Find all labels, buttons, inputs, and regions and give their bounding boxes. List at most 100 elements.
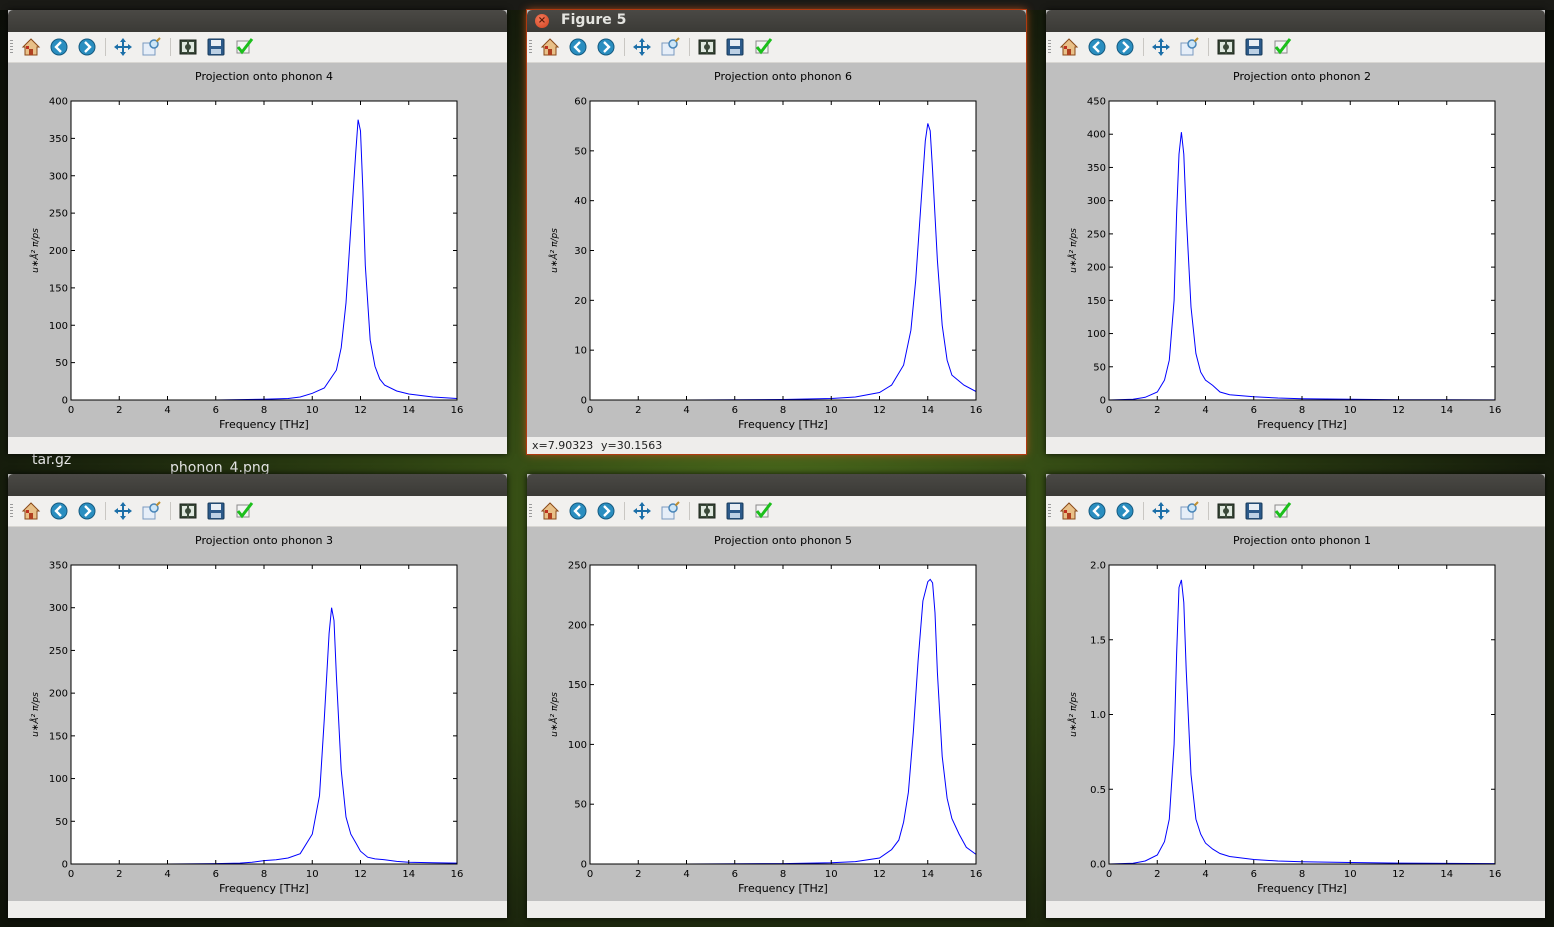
- plot-area[interactable]: [71, 101, 457, 400]
- chart-figure[interactable]: Projection onto phonon 3 0 2 4 6 8 10 12 14 16 0 50…: [8, 527, 507, 901]
- plot-area[interactable]: [71, 565, 457, 864]
- x-tick-label: 10: [306, 405, 319, 416]
- toolbar-grip[interactable]: [529, 40, 532, 54]
- configure-subplots-icon[interactable]: [178, 501, 198, 521]
- figure-canvas[interactable]: Projection onto phonon 4 0 2 4 6 8 10 12 14 16 0 50…: [8, 63, 507, 437]
- edit-icon[interactable]: [234, 37, 254, 57]
- pan-icon[interactable]: [632, 501, 652, 521]
- configure-subplots-icon[interactable]: [697, 501, 717, 521]
- zoom-icon[interactable]: [1179, 37, 1199, 57]
- x-axis-label: Frequency [THz]: [219, 882, 309, 895]
- toolbar-separator: [1208, 38, 1209, 56]
- zoom-icon[interactable]: [141, 501, 161, 521]
- x-axis-label: Frequency [THz]: [219, 418, 309, 431]
- edit-icon[interactable]: [753, 37, 773, 57]
- figure-canvas[interactable]: Projection onto phonon 2 0 2 4 6 8 10 12 14 16 0 50…: [1046, 63, 1545, 437]
- chart-figure[interactable]: Projection onto phonon 4 0 2 4 6 8 10 12 14 16 0 50…: [8, 63, 507, 437]
- pan-icon[interactable]: [1151, 37, 1171, 57]
- forward-icon[interactable]: [77, 501, 97, 521]
- save-icon[interactable]: [206, 37, 226, 57]
- desktop-file-label[interactable]: tar.gz: [32, 452, 72, 468]
- back-icon[interactable]: [568, 37, 588, 57]
- save-icon[interactable]: [1244, 37, 1264, 57]
- figure-canvas[interactable]: Projection onto phonon 3 0 2 4 6 8 10 12 14 16 0 50…: [8, 527, 507, 901]
- zoom-icon[interactable]: [141, 37, 161, 57]
- save-icon[interactable]: [725, 37, 745, 57]
- back-icon[interactable]: [49, 501, 69, 521]
- edit-icon[interactable]: [1272, 37, 1292, 57]
- figure-canvas[interactable]: Projection onto phonon 5 0 2 4 6 8 10 12 14 16 0 50…: [527, 527, 1026, 901]
- figure-window[interactable]: × Figure 5 Projection onto phonon 6 0 2 4 6 8 10…: [527, 10, 1026, 454]
- plot-area[interactable]: [1109, 101, 1495, 400]
- figure-window[interactable]: Projection onto phonon 3 0 2 4 6 8 10 12 14 16 0 50…: [8, 474, 507, 918]
- edit-icon[interactable]: [1272, 501, 1292, 521]
- chart-figure[interactable]: Projection onto phonon 2 0 2 4 6 8 10 12 14 16 0 50…: [1046, 63, 1545, 437]
- home-icon[interactable]: [1059, 501, 1079, 521]
- y-tick-label: 50: [55, 358, 68, 369]
- figure-window[interactable]: Projection onto phonon 1 0 2 4 6 8 10 12 14 16 0.0…: [1046, 474, 1545, 918]
- forward-icon[interactable]: [77, 37, 97, 57]
- back-icon[interactable]: [1087, 37, 1107, 57]
- toolbar-grip[interactable]: [1048, 40, 1051, 54]
- window-titlebar[interactable]: × Figure 5: [527, 10, 1026, 32]
- configure-subplots-icon[interactable]: [178, 37, 198, 57]
- desktop-file-label[interactable]: phonon_4.png: [170, 460, 270, 476]
- forward-icon[interactable]: [596, 37, 616, 57]
- pan-icon[interactable]: [113, 37, 133, 57]
- configure-subplots-icon[interactable]: [1216, 501, 1236, 521]
- figure-window[interactable]: Projection onto phonon 2 0 2 4 6 8 10 12 14 16 0 50…: [1046, 10, 1545, 454]
- toolbar-grip[interactable]: [1048, 504, 1051, 518]
- save-icon[interactable]: [206, 501, 226, 521]
- home-icon[interactable]: [540, 501, 560, 521]
- x-tick-label: 16: [451, 405, 464, 416]
- figure-canvas[interactable]: Projection onto phonon 6 0 2 4 6 8 10 12 14 16 0 10…: [527, 63, 1026, 437]
- save-icon[interactable]: [1244, 501, 1264, 521]
- back-icon[interactable]: [1087, 501, 1107, 521]
- zoom-icon[interactable]: [660, 37, 680, 57]
- back-icon[interactable]: [568, 501, 588, 521]
- y-tick-label: 2.0: [1090, 561, 1106, 572]
- home-icon[interactable]: [1059, 37, 1079, 57]
- edit-icon[interactable]: [753, 501, 773, 521]
- toolbar-grip[interactable]: [529, 504, 532, 518]
- chart-figure[interactable]: Projection onto phonon 1 0 2 4 6 8 10 12 14 16 0.0…: [1046, 527, 1545, 901]
- home-icon[interactable]: [540, 37, 560, 57]
- y-tick-label: 250: [568, 561, 587, 572]
- toolbar-grip[interactable]: [10, 504, 13, 518]
- x-tick-label: 16: [1489, 869, 1502, 880]
- x-tick-label: 6: [213, 869, 219, 880]
- forward-icon[interactable]: [1115, 501, 1135, 521]
- window-titlebar[interactable]: [1046, 474, 1545, 496]
- window-titlebar[interactable]: [527, 474, 1026, 496]
- window-titlebar[interactable]: [1046, 10, 1545, 32]
- home-icon[interactable]: [21, 37, 41, 57]
- back-icon[interactable]: [49, 37, 69, 57]
- pan-icon[interactable]: [632, 37, 652, 57]
- plot-area[interactable]: [590, 101, 976, 400]
- y-tick-label: 100: [568, 740, 587, 751]
- plot-area[interactable]: [1109, 565, 1495, 864]
- close-icon[interactable]: ×: [535, 14, 549, 28]
- forward-icon[interactable]: [596, 501, 616, 521]
- pan-icon[interactable]: [1151, 501, 1171, 521]
- home-icon[interactable]: [21, 501, 41, 521]
- forward-icon[interactable]: [1115, 37, 1135, 57]
- save-icon[interactable]: [725, 501, 745, 521]
- chart-figure[interactable]: Projection onto phonon 5 0 2 4 6 8 10 12 14 16 0 50…: [527, 527, 1026, 901]
- zoom-icon[interactable]: [660, 501, 680, 521]
- figure-window[interactable]: Projection onto phonon 5 0 2 4 6 8 10 12 14 16 0 50…: [527, 474, 1026, 918]
- figure-canvas[interactable]: Projection onto phonon 1 0 2 4 6 8 10 12 14 16 0.0…: [1046, 527, 1545, 901]
- window-titlebar[interactable]: [8, 10, 507, 32]
- figure-window[interactable]: Projection onto phonon 4 0 2 4 6 8 10 12 14 16 0 50…: [8, 10, 507, 454]
- window-titlebar[interactable]: [8, 474, 507, 496]
- y-axis-label: u∗Å² π/ps: [29, 692, 41, 737]
- toolbar-grip[interactable]: [10, 40, 13, 54]
- zoom-icon[interactable]: [1179, 501, 1199, 521]
- pan-icon[interactable]: [113, 501, 133, 521]
- chart-figure[interactable]: Projection onto phonon 6 0 2 4 6 8 10 12 14 16 0 10…: [527, 63, 1026, 437]
- x-tick-label: 10: [1344, 405, 1357, 416]
- configure-subplots-icon[interactable]: [1216, 37, 1236, 57]
- plot-area[interactable]: [590, 565, 976, 864]
- configure-subplots-icon[interactable]: [697, 37, 717, 57]
- edit-icon[interactable]: [234, 501, 254, 521]
